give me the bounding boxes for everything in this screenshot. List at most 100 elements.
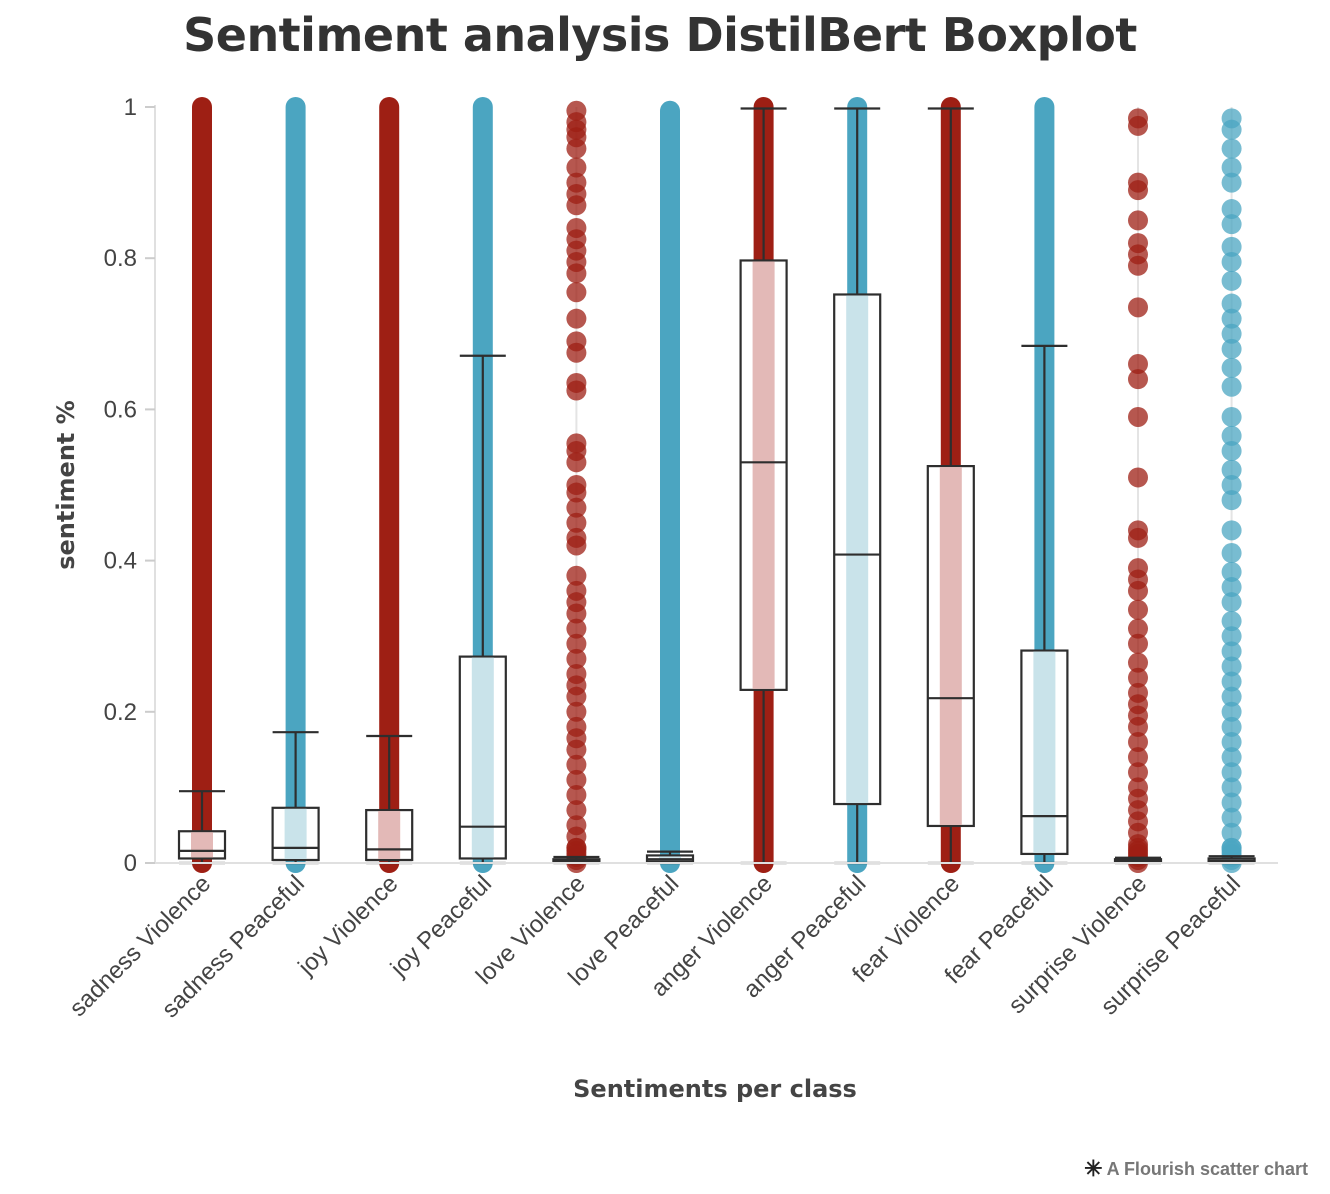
data-point [566,565,587,586]
data-point [566,837,587,858]
data-point [1221,172,1242,193]
data-point [566,648,587,669]
chart-title: Sentiment analysis DistilBert Boxplot [183,8,1137,62]
data-point [1221,236,1242,257]
data-point [1128,210,1148,231]
data-point [1221,822,1242,843]
data-point [1221,641,1242,662]
data-point [1221,671,1242,692]
data-point [1221,475,1242,495]
box-fill [471,657,494,858]
data-point [566,784,587,805]
data-point [1221,376,1242,397]
data-point [1221,520,1242,541]
data-point [1221,716,1242,737]
data-point [566,633,587,654]
data-point [566,263,587,284]
data-point [1128,115,1148,136]
data-point [1221,577,1242,598]
data-point [566,512,587,533]
data-point [566,603,587,624]
data-point [1128,834,1148,855]
data-point [1128,406,1148,427]
data-point [1221,490,1242,511]
data-point [1221,199,1242,220]
data-point [566,482,587,503]
data-point [1221,686,1242,707]
data-point [1221,837,1242,858]
data-point [566,195,587,216]
data-point [1221,157,1242,178]
data-point [1128,652,1148,673]
y-axis-title: sentiment % [52,400,80,570]
data-point [1221,459,1242,480]
data-point [1221,807,1242,828]
flourish-credit[interactable]: ✳ A Flourish scatter chart [1084,1158,1308,1180]
data-point [1221,656,1242,677]
data-point [1128,297,1148,318]
y-tick-label: 0.2 [104,699,137,726]
data-point [1221,293,1242,314]
data-point [566,618,587,639]
data-point [1128,667,1148,688]
data-point [1221,406,1242,427]
data-point [1128,580,1148,601]
data-point [566,769,587,790]
data-point [566,308,587,329]
data-point [566,800,587,821]
data-point [566,157,587,178]
data-point [566,452,587,473]
y-tick-label: 0.4 [104,548,137,575]
flourish-asterisk-icon: ✳ [1084,1156,1103,1181]
y-tick-label: 0.8 [104,245,137,272]
data-point [1128,599,1148,620]
data-point [1221,214,1242,235]
data-point [1221,762,1242,783]
data-point [1221,338,1242,359]
data-point [1221,308,1242,329]
data-point [1128,527,1148,548]
boxes [177,107,1256,865]
data-point [1221,792,1242,813]
data-point [1128,369,1148,390]
credit-text: A Flourish scatter chart [1106,1158,1308,1179]
data-point [566,535,587,556]
data-point [1128,467,1148,488]
data-point [1221,543,1242,564]
data-point [1128,747,1148,768]
data-point [1221,592,1242,613]
y-tick-label: 0 [124,850,137,877]
data-point [1221,119,1242,140]
data-point [566,380,587,401]
y-tick-label: 1 [124,94,137,121]
data-point [566,282,587,303]
box-fill [191,832,213,858]
data-point [1128,716,1148,737]
data-point [1221,138,1242,159]
data-point [566,754,587,775]
box-fill [939,467,962,825]
data-point [566,739,587,760]
data-point [566,701,587,722]
data-point [566,686,587,707]
data-point [1221,701,1242,722]
data-point [1128,762,1148,783]
data-point [566,342,587,363]
box-fill [846,295,869,804]
data-point [1221,626,1242,647]
box-fill [378,811,401,859]
data-point [1221,270,1242,291]
data-point [1128,180,1148,201]
data-point [1221,323,1242,344]
data-point [1221,440,1242,461]
data-point [1128,255,1148,276]
data-point [1221,732,1242,753]
x-axis-title: Sentiments per class [573,1075,857,1103]
data-point [1128,618,1148,639]
data-point [566,497,587,518]
data-point [1128,732,1148,753]
data-point [1221,611,1242,632]
data-point [566,138,587,159]
data-point [1221,747,1242,768]
